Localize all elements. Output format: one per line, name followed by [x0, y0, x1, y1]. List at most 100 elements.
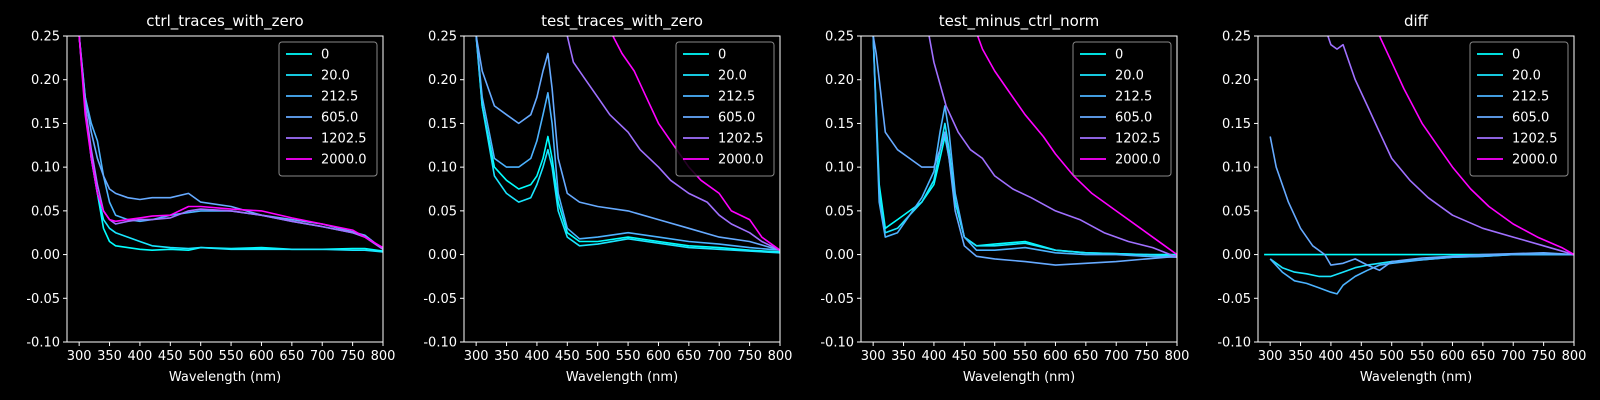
series-line-4 [1327, 36, 1574, 256]
y-tick-label: 0.10 [31, 161, 60, 176]
x-tick-label: 300 [861, 349, 886, 364]
y-tick-label: 0.05 [825, 204, 854, 219]
x-tick-label: 400 [1319, 349, 1344, 364]
legend-label: 1202.5 [321, 132, 367, 147]
x-tick-label: 650 [1470, 349, 1495, 364]
plot-frame [860, 35, 1178, 343]
legend-label: 20.0 [718, 69, 747, 84]
series-line-3 [872, 36, 1177, 266]
y-tick-label: 0.20 [1222, 73, 1251, 88]
y-tick-label: 0.00 [1222, 248, 1251, 263]
x-tick-label: 350 [891, 349, 916, 364]
y-tick-label: -0.05 [423, 292, 457, 307]
legend-label: 605.0 [321, 111, 358, 126]
x-tick-label: 450 [952, 349, 977, 364]
x-axis-label: Wavelength (nm) [566, 370, 678, 385]
plot-frame [463, 35, 781, 343]
x-tick-label: 300 [67, 349, 92, 364]
legend-label: 20.0 [1512, 69, 1541, 84]
x-tick-label: 800 [1562, 349, 1587, 364]
x-tick-label: 700 [1501, 349, 1526, 364]
series-line-1 [872, 36, 1177, 258]
series-line-1 [475, 36, 780, 254]
y-tick-label: -0.05 [820, 292, 854, 307]
y-tick-label: 0.10 [428, 161, 457, 176]
y-tick-label: 0.25 [31, 30, 60, 45]
x-tick-label: 600 [646, 349, 671, 364]
legend-label: 1202.5 [1115, 132, 1161, 147]
y-tick-label: -0.05 [1217, 292, 1251, 307]
legend: 0 20.0 212.5 605.0 1202.5 2000.0 [278, 41, 378, 177]
legend-label: 2000.0 [718, 153, 764, 168]
x-tick-label: 700 [310, 349, 335, 364]
x-axis-label: Wavelength (nm) [169, 370, 281, 385]
legend-label: 605.0 [718, 111, 755, 126]
series-line-3 [1269, 136, 1574, 272]
series-group [872, 36, 1177, 266]
y-tick-label: 0.00 [428, 248, 457, 263]
chart-panel-2: test_minus_ctrl_norm 300 350 400 450 500 550 60… [820, 12, 1189, 385]
legend-label: 0 [1512, 48, 1520, 63]
series-line-2 [872, 36, 1177, 258]
chart-title: ctrl_traces_with_zero [146, 12, 303, 31]
legend: 0 20.0 212.5 605.0 1202.5 2000.0 [1072, 41, 1172, 177]
legend-label: 0 [1115, 48, 1123, 63]
series-group [1264, 36, 1574, 295]
x-tick-label: 600 [1440, 349, 1465, 364]
series-line-4 [566, 36, 780, 251]
x-tick-label: 750 [737, 349, 762, 364]
x-tick-label: 800 [768, 349, 793, 364]
x-tick-label: 500 [982, 349, 1007, 364]
legend-label: 0 [718, 48, 726, 63]
x-tick-label: 750 [1531, 349, 1556, 364]
y-tick-label: 0.15 [1222, 117, 1251, 132]
x-tick-label: 750 [340, 349, 365, 364]
y-tick-label: 0.00 [825, 248, 854, 263]
x-tick-label: 300 [464, 349, 489, 364]
x-tick-label: 400 [128, 349, 153, 364]
x-tick-label: 400 [525, 349, 550, 364]
x-tick-label: 800 [1165, 349, 1190, 364]
x-tick-label: 450 [158, 349, 183, 364]
y-tick-label: 0.15 [825, 117, 854, 132]
legend-label: 1202.5 [718, 132, 764, 147]
legend-label: 2000.0 [1115, 153, 1161, 168]
chart-panel-0: ctrl_traces_with_zero 300 350 400 450 500 550 6… [26, 12, 395, 385]
chart-title: test_traces_with_zero [541, 12, 703, 31]
x-tick-label: 400 [922, 349, 947, 364]
x-tick-label: 450 [555, 349, 580, 364]
y-tick-label: 0.15 [428, 117, 457, 132]
x-tick-label: 500 [1379, 349, 1404, 364]
y-tick-label: 0.20 [428, 73, 457, 88]
x-tick-label: 550 [616, 349, 641, 364]
y-tick-label: -0.10 [423, 336, 457, 351]
series-line-4 [928, 36, 1177, 258]
series-line-0 [475, 36, 780, 253]
series-line-2 [1269, 253, 1574, 295]
y-tick-label: -0.10 [26, 336, 60, 351]
legend-label: 212.5 [1115, 90, 1152, 105]
x-tick-label: 600 [1043, 349, 1068, 364]
x-tick-label: 750 [1134, 349, 1159, 364]
x-tick-label: 550 [1013, 349, 1038, 364]
legend-label: 212.5 [718, 90, 755, 105]
x-tick-label: 300 [1258, 349, 1283, 364]
series-line-5 [976, 36, 1177, 256]
plot-frame [66, 35, 384, 343]
y-tick-label: -0.10 [1217, 336, 1251, 351]
x-tick-label: 500 [188, 349, 213, 364]
series-line-5 [1378, 36, 1574, 256]
legend: 0 20.0 212.5 605.0 1202.5 2000.0 [1469, 41, 1569, 177]
x-tick-label: 450 [1349, 349, 1374, 364]
legend-label: 212.5 [1512, 90, 1549, 105]
y-tick-label: 0.25 [428, 30, 457, 45]
y-tick-label: 0.25 [825, 30, 854, 45]
x-tick-label: 650 [676, 349, 701, 364]
y-tick-label: 0.10 [825, 161, 854, 176]
series-line-4 [78, 36, 383, 250]
y-tick-label: 0.05 [428, 204, 457, 219]
chart-title: test_minus_ctrl_norm [939, 12, 1100, 31]
legend-label: 20.0 [321, 69, 350, 84]
chart-panel-1: test_traces_with_zero 300 350 400 450 500 550 6… [423, 12, 792, 385]
